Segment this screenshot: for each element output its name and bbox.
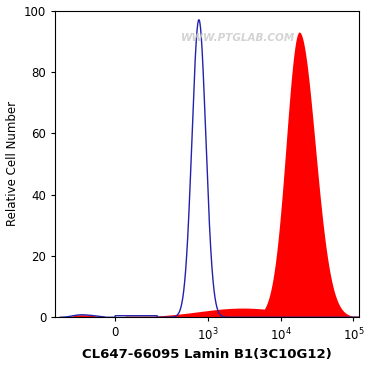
X-axis label: CL647-66095 Lamin B1(3C10G12): CL647-66095 Lamin B1(3C10G12): [83, 348, 332, 361]
Text: WWW.PTGLAB.COM: WWW.PTGLAB.COM: [181, 33, 295, 43]
Y-axis label: Relative Cell Number: Relative Cell Number: [6, 101, 18, 226]
